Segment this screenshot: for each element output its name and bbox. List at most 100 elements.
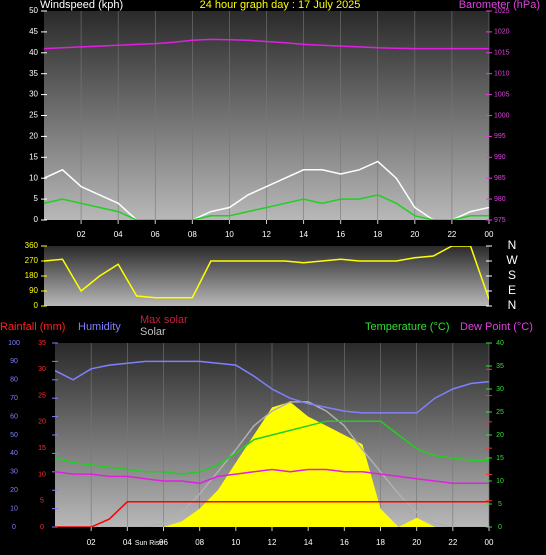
y-tick-label: 20 (29, 132, 38, 141)
y2-tick-label: 35 (496, 363, 504, 370)
y2-tick-label: 10 (496, 478, 504, 485)
y3-tick-label: 20 (38, 419, 46, 426)
x-tick-label: 08 (188, 230, 197, 239)
x-tick-label: 12 (268, 538, 277, 547)
x-tick-label: 04 (114, 230, 123, 239)
y2-tick-label: S (508, 268, 516, 282)
y-tick-label: 360 (25, 241, 39, 250)
x-tick-label: 16 (336, 230, 345, 239)
y-tick-label: 30 (29, 90, 38, 99)
y3-tick-label: 35 (38, 340, 46, 347)
line (55, 420, 489, 475)
y2-axis-label: Barometer (hPa) (459, 0, 540, 11)
x-tick-label: 18 (376, 538, 385, 547)
y-tick-label: 50 (10, 432, 18, 439)
y-tick-label: 0 (34, 215, 39, 224)
y2-tick-label: 30 (496, 386, 504, 393)
y2-tick-label: 1025 (494, 8, 510, 15)
x-tick-label: 00 (485, 230, 494, 239)
y-tick-label: 270 (25, 256, 39, 265)
x-tick-label: 04 (123, 538, 132, 547)
y-tick-label: 15 (29, 152, 38, 161)
y-tick-label: 20 (10, 487, 18, 494)
y2-tick-label: 1020 (494, 29, 510, 36)
annotation: Sun Rise (135, 540, 164, 547)
y3-tick-label: 10 (38, 471, 46, 478)
chart-title: 24 hour graph day : 17 July 2025 (200, 0, 361, 11)
x-tick-label: 22 (447, 230, 456, 239)
legend-label: Solar (140, 326, 166, 338)
line (55, 468, 489, 485)
y-tick-label: 35 (29, 69, 38, 78)
y2-tick-label: 1000 (494, 112, 510, 119)
y2-tick-label: 980 (494, 196, 506, 203)
x-tick-label: 00 (485, 538, 494, 547)
x-tick-label: 10 (225, 230, 234, 239)
y-tick-label: 40 (10, 450, 18, 457)
y3-tick-label: 5 (40, 498, 44, 505)
area (55, 401, 489, 527)
y-tick-label: 90 (29, 286, 38, 295)
x-tick-label: 20 (412, 538, 421, 547)
y2-tick-label: 20 (496, 432, 504, 439)
y2-tick-label: 990 (494, 154, 506, 161)
x-tick-label: 22 (448, 538, 457, 547)
y2-tick-label: 985 (494, 175, 506, 182)
y2-tick-label: 1010 (494, 71, 510, 78)
x-tick-label: 14 (299, 230, 308, 239)
y-tick-label: 30 (10, 469, 18, 476)
y3-tick-label: 0 (40, 524, 44, 531)
y-tick-label: 80 (10, 377, 18, 384)
y-tick-label: 90 (10, 358, 18, 365)
y2-tick-label: N (508, 238, 517, 252)
y-tick-label: 50 (29, 6, 38, 15)
y2-tick-label: 1005 (494, 91, 510, 98)
y2-tick-label: 25 (496, 409, 504, 416)
y3-tick-label: 30 (38, 366, 46, 373)
line (55, 360, 489, 414)
x-tick-label: 06 (151, 230, 160, 239)
y-tick-label: 45 (29, 27, 38, 36)
y-tick-label: 5 (34, 194, 39, 203)
y-axis-label: Windspeed (kph) (40, 0, 123, 11)
y2-tick-label: E (508, 283, 516, 297)
line (44, 160, 489, 220)
y-tick-label: 60 (10, 413, 18, 420)
x-tick-label: 06 (159, 538, 168, 547)
y-tick-label: 100 (8, 340, 20, 347)
x-tick-label: 02 (77, 230, 86, 239)
y2-tick-label: W (506, 253, 518, 267)
line (55, 401, 489, 527)
legend-label: Humidity (78, 321, 121, 333)
y-tick-label: 40 (29, 48, 38, 57)
y2-tick-label: 40 (496, 340, 504, 347)
line (55, 501, 489, 527)
y2-tick-label: 5 (498, 501, 502, 508)
line (44, 38, 489, 50)
y-tick-label: 10 (29, 173, 38, 182)
y2-tick-label: 995 (494, 133, 506, 140)
y-tick-label: 25 (29, 111, 38, 120)
legend-label: Temperature (°C) (365, 321, 449, 333)
x-tick-label: 18 (373, 230, 382, 239)
y-tick-label: 70 (10, 395, 18, 402)
legend-label: Max solar (140, 314, 188, 326)
x-tick-label: 08 (195, 538, 204, 547)
x-tick-label: 10 (231, 538, 240, 547)
x-tick-label: 12 (262, 230, 271, 239)
legend-label: Rainfall (mm) (0, 321, 65, 333)
x-tick-label: 20 (410, 230, 419, 239)
x-tick-label: 14 (304, 538, 313, 547)
y2-tick-label: 975 (494, 217, 506, 224)
y2-tick-label: N (508, 298, 517, 312)
line (44, 194, 489, 220)
y-tick-label: 10 (10, 505, 18, 512)
y-tick-label: 180 (25, 271, 39, 280)
x-tick-label: 02 (87, 538, 96, 547)
plot-area (44, 246, 489, 306)
x-tick-label: 16 (340, 538, 349, 547)
line (44, 246, 489, 300)
y2-tick-label: 0 (498, 524, 502, 531)
y3-tick-label: 15 (38, 445, 46, 452)
